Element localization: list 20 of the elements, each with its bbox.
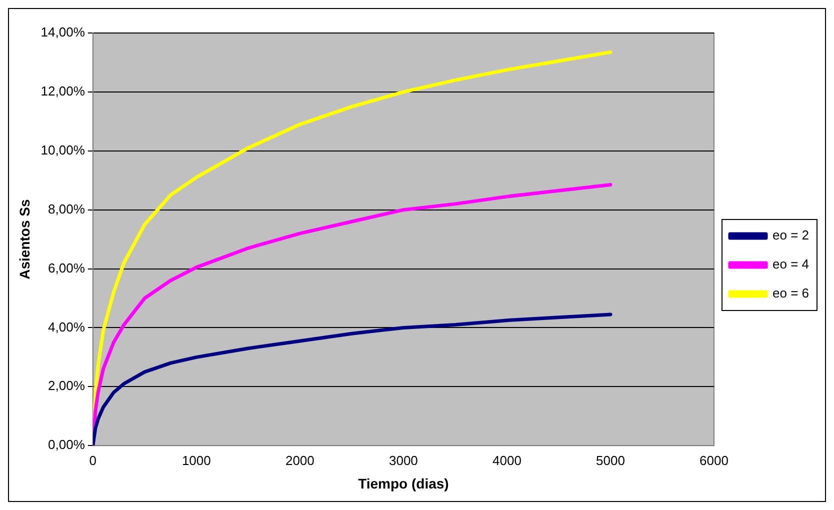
y-tick-label: 6,00% — [48, 260, 86, 276]
x-tick-label: 3000 — [388, 452, 418, 468]
legend-label: eo = 2 — [772, 228, 810, 243]
y-tick-label: 8,00% — [48, 201, 86, 216]
y-axis-title: Asientos Ss — [16, 199, 32, 280]
x-axis-title: Tiempo (dias) — [358, 475, 449, 492]
legend-label: eo = 6 — [772, 286, 810, 301]
y-tick-label: 12,00% — [40, 84, 86, 99]
y-tick-label: 10,00% — [40, 142, 86, 158]
y-tick-label: 14,00% — [40, 24, 86, 40]
x-tick-label: 0 — [89, 452, 97, 468]
y-tick-label: 2,00% — [48, 378, 86, 394]
x-tick-label: 1000 — [182, 452, 211, 468]
x-tick-label: 5000 — [596, 452, 625, 468]
x-tick-label: 2000 — [285, 452, 314, 468]
y-tick-label: 0,00% — [48, 437, 86, 452]
y-tick-label: 4,00% — [48, 319, 86, 334]
x-tick-label: 6000 — [700, 452, 728, 468]
x-tick-label: 4000 — [492, 452, 522, 468]
legend-label: eo = 4 — [772, 256, 810, 272]
